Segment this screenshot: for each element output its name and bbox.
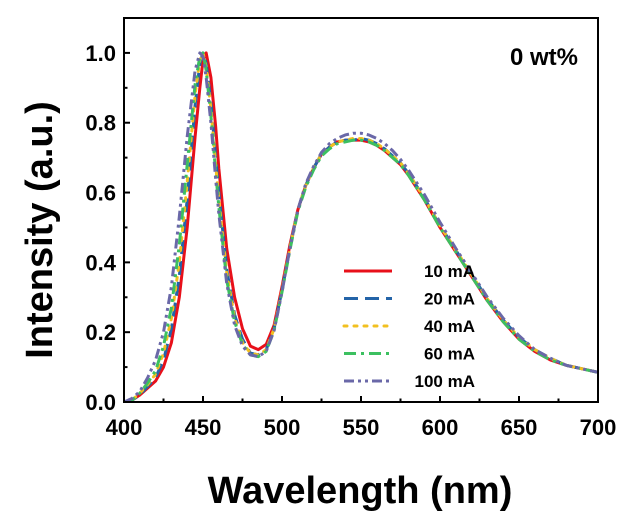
x-tick-label: 650 [501,415,538,440]
y-tick-label: 0.0 [85,390,116,415]
y-tick-label: 0.8 [85,111,116,136]
x-tick-label: 550 [343,415,380,440]
x-tick-label: 500 [264,415,301,440]
legend-label: 40 mA [424,317,475,336]
legend-label: 10 mA [424,262,475,281]
x-axis-label: Wavelength (nm) [208,470,513,512]
x-tick-label: 600 [422,415,459,440]
axes: 400 450 500 550 600 650 700 0.0 0.2 0.4 0.6 0.8 1.0 [85,17,617,440]
y-tick-label: 1.0 [85,41,116,66]
legend-label: 100 mA [415,372,475,391]
legend: 10 mA 20 mA 40 mA 60 mA 100 mA [342,262,475,391]
y-tick-label: 0.6 [85,181,116,206]
series-line-100-ma [124,51,598,402]
legend-label: 20 mA [424,290,475,309]
y-tick-label: 0.2 [85,320,116,345]
x-tick-label: 450 [185,415,222,440]
legend-label: 60 mA [424,345,475,364]
x-tick-label: 400 [106,415,143,440]
chart-annotation: 0 wt% [510,44,578,71]
x-tick-label: 700 [580,415,617,440]
series-line-20-ma [124,51,598,402]
y-tick-label: 0.4 [85,250,116,275]
y-axis-label: Intensity (a.u.) [19,101,61,359]
plot-area [124,51,598,402]
